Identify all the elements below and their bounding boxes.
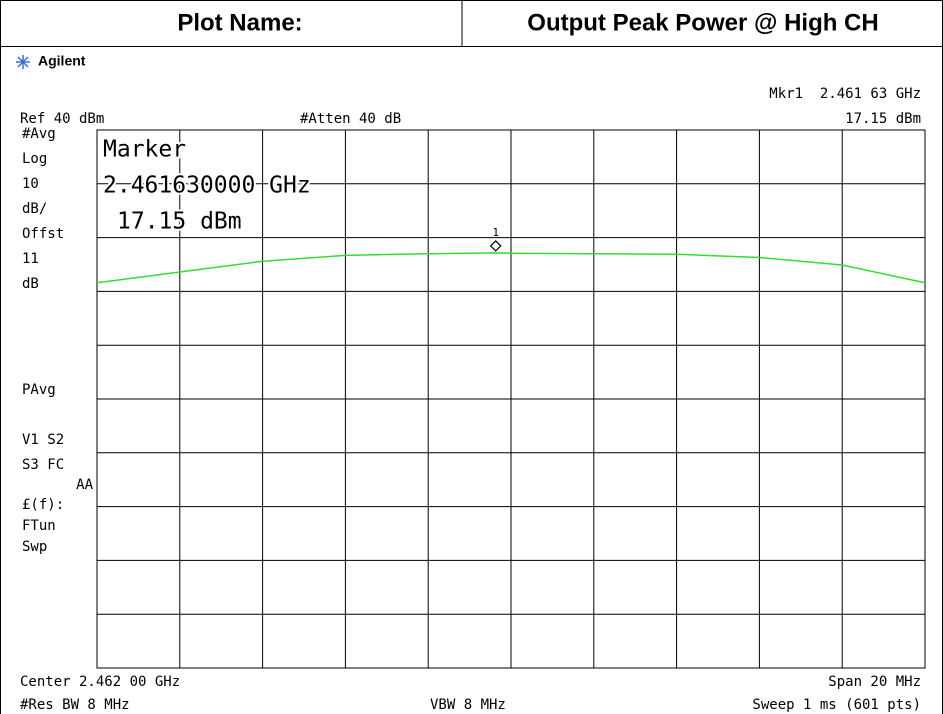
side-label: V1 S2 <box>22 432 64 448</box>
rbw: #Res BW 8 MHz <box>20 697 130 713</box>
marker-readout: Mkr1 2.461 63 GHz <box>769 86 921 102</box>
marker-box-text: 17.15 dBm <box>117 209 242 235</box>
marker-diamond <box>489 240 502 252</box>
side-label: PAvg <box>22 382 56 398</box>
side-label: £(f): <box>22 497 64 513</box>
marker-label: 1 <box>492 226 499 239</box>
side-label: #Avg <box>22 126 56 142</box>
side-label: Offst <box>22 226 64 242</box>
header-box <box>0 0 943 47</box>
header-value: Output Peak Power @ High CH <box>527 9 878 36</box>
brand: Agilent <box>38 53 86 69</box>
side-label: dB/ <box>22 201 47 217</box>
side-label: 10 <box>22 176 39 192</box>
side-label: Swp <box>22 539 47 555</box>
trace <box>96 252 926 284</box>
side-label: AA <box>76 477 93 493</box>
vbw: VBW 8 MHz <box>430 697 506 713</box>
ref-level: Ref 40 dBm <box>20 111 104 127</box>
center-freq: Center 2.462 00 GHz <box>20 674 180 690</box>
agilent-logo <box>16 55 30 69</box>
side-label: 11 <box>22 251 39 267</box>
side-label: Log <box>22 151 47 167</box>
side-label: dB <box>22 276 39 292</box>
marker-readout: 17.15 dBm <box>845 111 921 127</box>
header-label: Plot Name: <box>177 9 302 36</box>
marker-box-text: Marker <box>103 137 186 163</box>
span: Span 20 MHz <box>828 674 921 690</box>
marker-box-text: 2.461630000 GHz <box>103 173 311 199</box>
attenuation: #Atten 40 dB <box>300 111 401 127</box>
side-label: S3 FC <box>22 457 64 473</box>
sweep: Sweep 1 ms (601 pts) <box>752 697 921 713</box>
side-label: FTun <box>22 518 56 534</box>
